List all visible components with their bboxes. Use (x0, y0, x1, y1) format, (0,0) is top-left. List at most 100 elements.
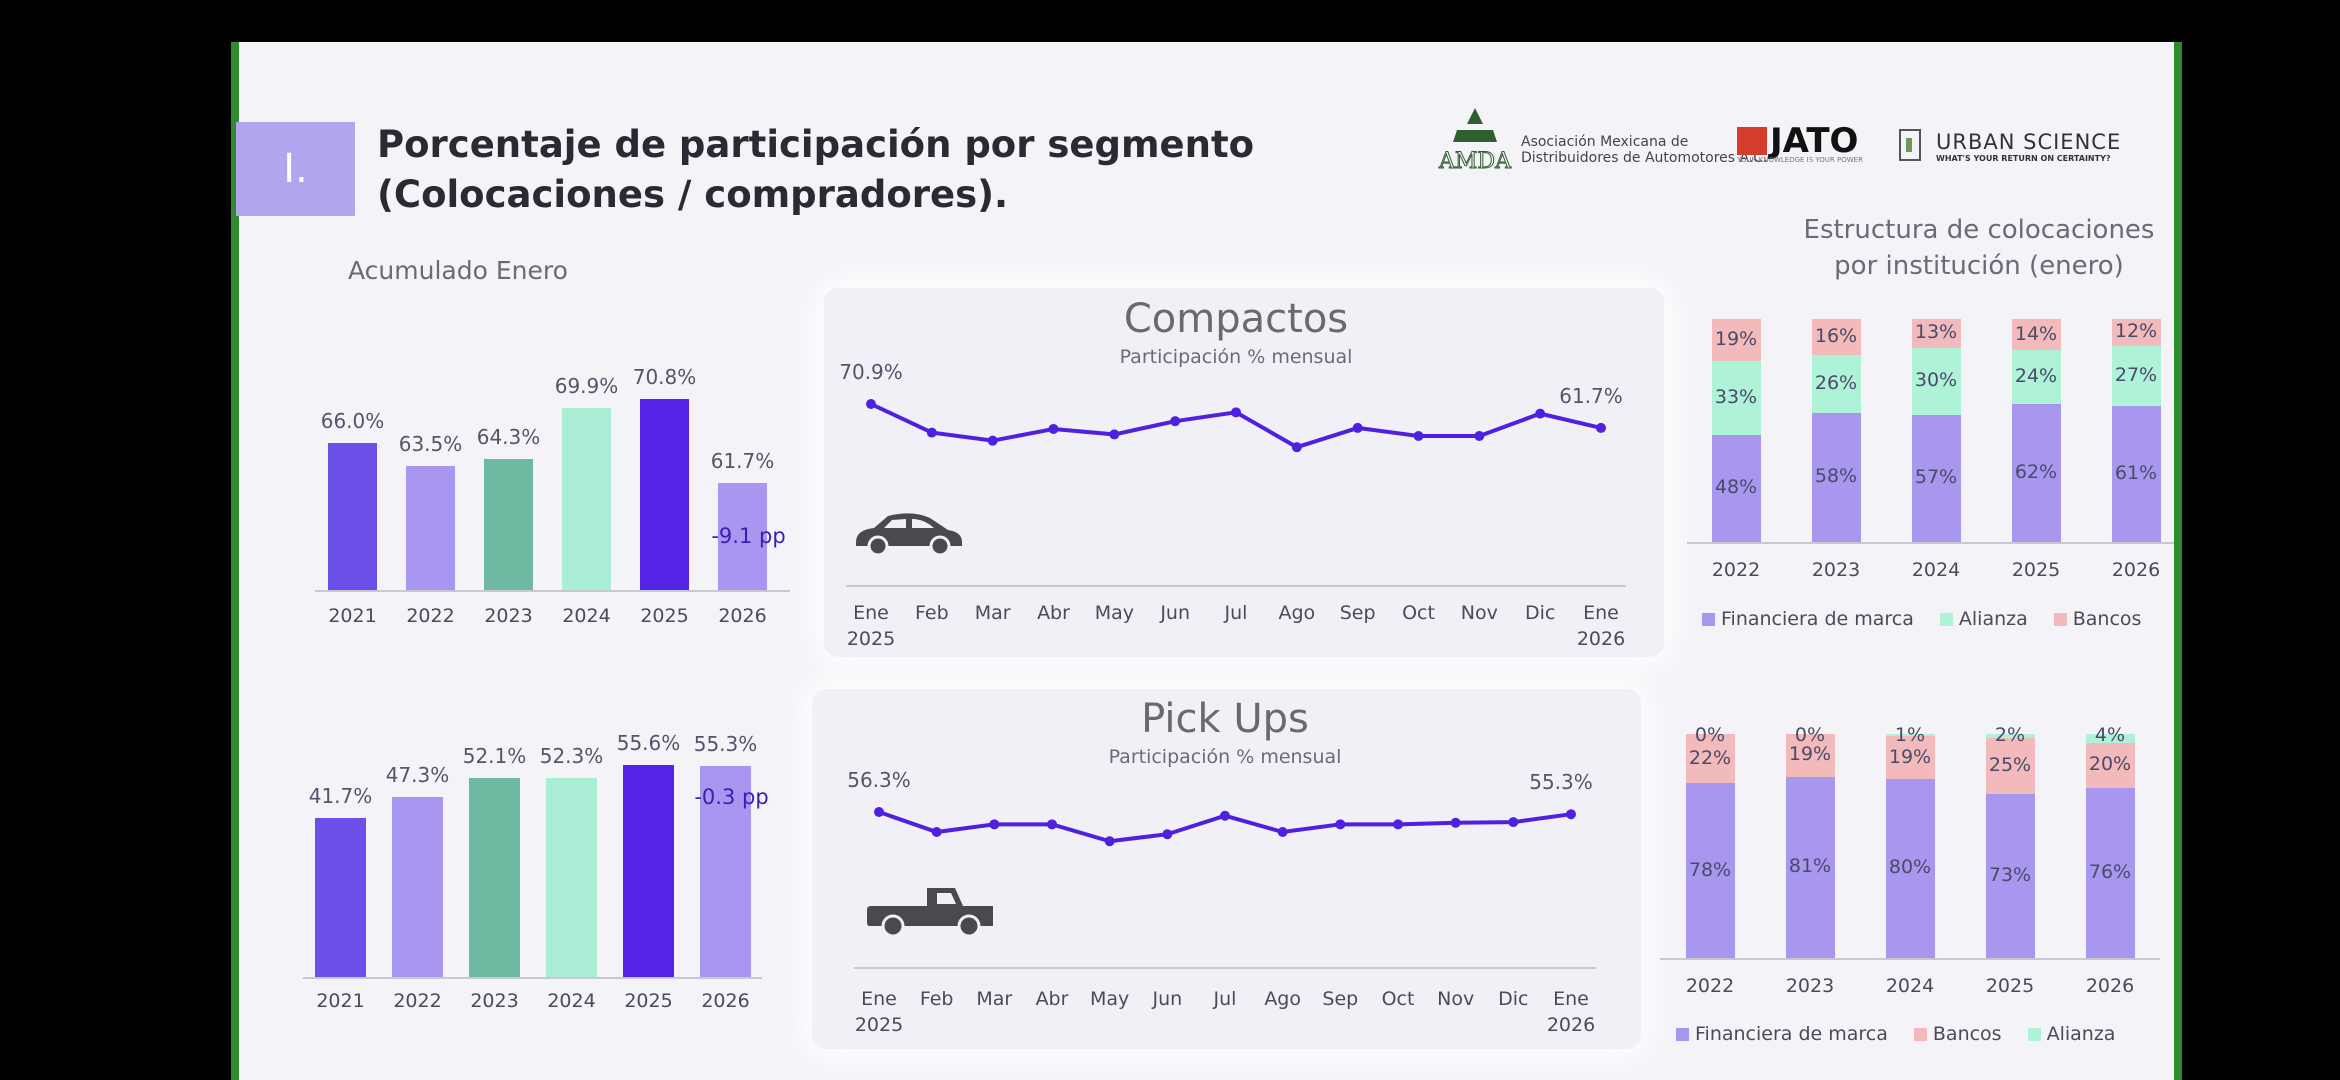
segment-value-label: 27% (2114, 363, 2158, 386)
segment-value-label: 0% (1794, 724, 1826, 746)
segment-value-label: 24% (2014, 364, 2058, 387)
segment-value-label: 19% (1714, 328, 1758, 351)
x-tick-label: 2024 (547, 990, 596, 1012)
legend-item: Bancos (2053, 608, 2141, 630)
bar-2022 (392, 796, 443, 977)
bar-2024 (546, 777, 597, 977)
axis-line (303, 977, 762, 979)
data-point (1048, 423, 1059, 434)
line-chart-title: Compactos (1123, 296, 1349, 342)
segment-value-label: 4% (2094, 724, 2126, 746)
bar-value-label: 52.1% (462, 744, 527, 769)
x-tick-label: 2025 (624, 990, 673, 1012)
segment-value-label: 0% (1694, 724, 1726, 746)
segment-value-label: 22% (1688, 746, 1732, 769)
first-value-label: 56.3% (847, 768, 911, 792)
data-point (987, 435, 998, 446)
stack-segment-financiera-de-marca (1686, 783, 1735, 958)
delta-annotation: -0.3 pp (694, 785, 769, 809)
stack-segment-financiera-de-marca (1986, 794, 2035, 958)
month-label: Sep (1339, 602, 1376, 624)
bar-value-label: 55.6% (616, 731, 681, 756)
axis-line (315, 590, 790, 592)
segment-value-label: 62% (2014, 460, 2058, 483)
line-chart-subtitle: Participación % mensual (1108, 746, 1342, 768)
legend-item: Bancos (1913, 1023, 2002, 1045)
stack-segment-alianza (1812, 354, 1861, 413)
stack-segment-alianza (2086, 734, 2135, 743)
jato-mark-icon (1737, 127, 1767, 155)
month-label: Sep (1322, 988, 1359, 1010)
data-point (1352, 422, 1363, 433)
month-label: Dic (1498, 988, 1529, 1010)
data-point (874, 807, 884, 817)
segment-value-label: 48% (1714, 476, 1758, 499)
section-number: I. (236, 122, 355, 216)
line-chart-title: Pick Ups (1141, 696, 1309, 742)
stack-segment-financiera-de-marca (1812, 412, 1861, 542)
month-label: May (1090, 988, 1130, 1010)
legend-item: Financiera de marca (1676, 1023, 1888, 1045)
bar-2025 (640, 399, 689, 590)
x-tick-label: 2023 (484, 605, 533, 627)
month-label: Nov (1460, 602, 1498, 624)
data-point (1413, 430, 1424, 441)
month-label: Ago (1264, 988, 1301, 1010)
data-point (926, 427, 937, 438)
estructura-title-2: por institución (enero) (1834, 251, 2124, 281)
x-tick-label: 2022 (393, 990, 442, 1012)
last-value-label: 55.3% (1529, 770, 1593, 795)
month-label: Abr (1037, 602, 1070, 624)
data-point (1596, 422, 1606, 433)
segment-value-label: 33% (1714, 386, 1758, 409)
segment-value-label: 78% (1688, 858, 1732, 881)
urban-science-logo: URBAN SCIENCE WHAT'S YOUR RETURN ON CERTA… (1894, 126, 2121, 166)
month-label: Mar (976, 988, 1013, 1010)
stack-segment-financiera-de-marca (1786, 776, 1835, 958)
bar-2022 (406, 466, 455, 590)
x-tick-label: 2025 (2011, 559, 2061, 581)
stack-segment-bancos (1812, 319, 1861, 355)
stack-segment-financiera-de-marca (2112, 405, 2161, 542)
segment-value-label: 13% (1914, 321, 1958, 344)
data-point (1535, 408, 1546, 419)
x-tick-label: 2023 (1811, 559, 1861, 581)
bar-value-label: 64.3% (476, 424, 541, 449)
jato-tagline: YOUR KNOWLEDGE IS YOUR POWER (1737, 156, 1863, 164)
data-point (1109, 429, 1120, 440)
line-axis (854, 967, 1596, 969)
segment-value-label: 57% (1914, 466, 1958, 489)
segment-value-label: 30% (1914, 369, 1958, 392)
segment-value-label: 12% (2114, 320, 2158, 343)
month-label: Feb (915, 602, 949, 624)
segment-value-label: 80% (1888, 856, 1932, 879)
month-label: Ene 2025 (854, 988, 904, 1036)
x-tick-label: 2022 (1685, 975, 1735, 997)
segment-value-label: 16% (1814, 324, 1858, 347)
segment-value-label: 26% (1814, 371, 1858, 394)
x-tick-label: 2021 (316, 990, 365, 1012)
stack-segment-bancos (1686, 734, 1735, 784)
data-point (1393, 819, 1403, 830)
jato-logo: JATO YOUR KNOWLEDGE IS YOUR POWER (1737, 124, 1863, 164)
month-label: Mar (974, 602, 1011, 624)
bar-value-label: 41.7% (308, 784, 373, 809)
data-point (989, 819, 1000, 830)
month-label: Jun (1160, 602, 1190, 624)
stack-segment-financiera-de-marca (2086, 787, 2135, 958)
data-point (866, 399, 876, 409)
month-label: Feb (919, 988, 954, 1010)
data-point (1231, 407, 1241, 418)
estructura-title-1: Estructura de colocaciones (1803, 215, 2155, 245)
line-axis (846, 585, 1626, 587)
stack-segment-bancos (1886, 736, 1935, 779)
stack-segment-financiera-de-marca (1886, 778, 1935, 958)
stack-segment-alianza (1712, 361, 1761, 435)
slide: I. Porcentaje de participación por segme… (231, 42, 2182, 1080)
data-point (931, 827, 942, 838)
x-tick-label: 2026 (2111, 559, 2161, 581)
legend-item: Financiera de marca (1702, 608, 1914, 630)
